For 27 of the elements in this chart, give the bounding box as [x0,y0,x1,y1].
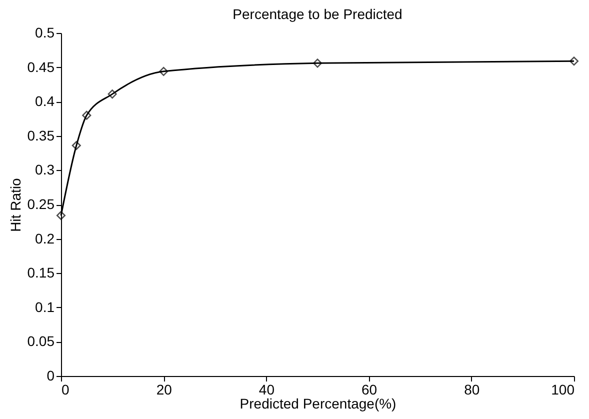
y-tick-label: 0.3 [35,162,55,178]
y-tick-label: 0.2 [35,230,55,246]
y-tick-label: 0.45 [27,58,55,75]
x-tick-label: 100 [551,382,575,398]
point [312,58,322,68]
y-tick-label: 0.1 [35,298,55,315]
y-axis-title: Hit Ratio [7,178,24,232]
x-tick-label: 80 [464,382,480,398]
y-tick-label: 0 [46,368,55,384]
x-tick-label: 60 [362,382,378,398]
y-tick-label: 0.25 [27,196,55,212]
y-tick-label: 0.15 [27,264,55,281]
chart-title: Percentage to be Predicted [232,6,402,22]
y-tick-label: 0.5 [35,24,55,40]
point [108,90,117,99]
x-tick-label: 0 [62,382,70,398]
point [159,66,168,76]
x-tick-label: 40 [258,382,275,398]
point [72,140,81,150]
y-tick-label: 0.35 [27,127,55,144]
x-axis-title: Predicted Percentage(%) [240,396,396,412]
point [82,110,92,120]
y-tick-label: 0.4 [35,93,55,110]
point [56,210,66,220]
y-tick-label: 0.05 [27,333,55,350]
point [569,56,579,66]
x-tick-label: 20 [156,382,172,398]
